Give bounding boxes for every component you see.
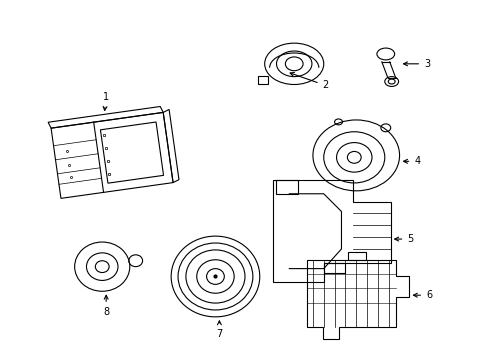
Text: 5: 5 — [394, 234, 413, 244]
Bar — [323, 263, 345, 273]
Text: 6: 6 — [412, 290, 431, 300]
Text: 7: 7 — [216, 321, 222, 339]
Text: 1: 1 — [103, 92, 109, 111]
Bar — [276, 180, 298, 194]
Text: 2: 2 — [289, 72, 328, 90]
Text: 3: 3 — [403, 59, 429, 69]
Text: 4: 4 — [403, 156, 420, 166]
Text: 8: 8 — [103, 295, 109, 317]
Bar — [257, 76, 267, 84]
Bar — [347, 252, 366, 260]
